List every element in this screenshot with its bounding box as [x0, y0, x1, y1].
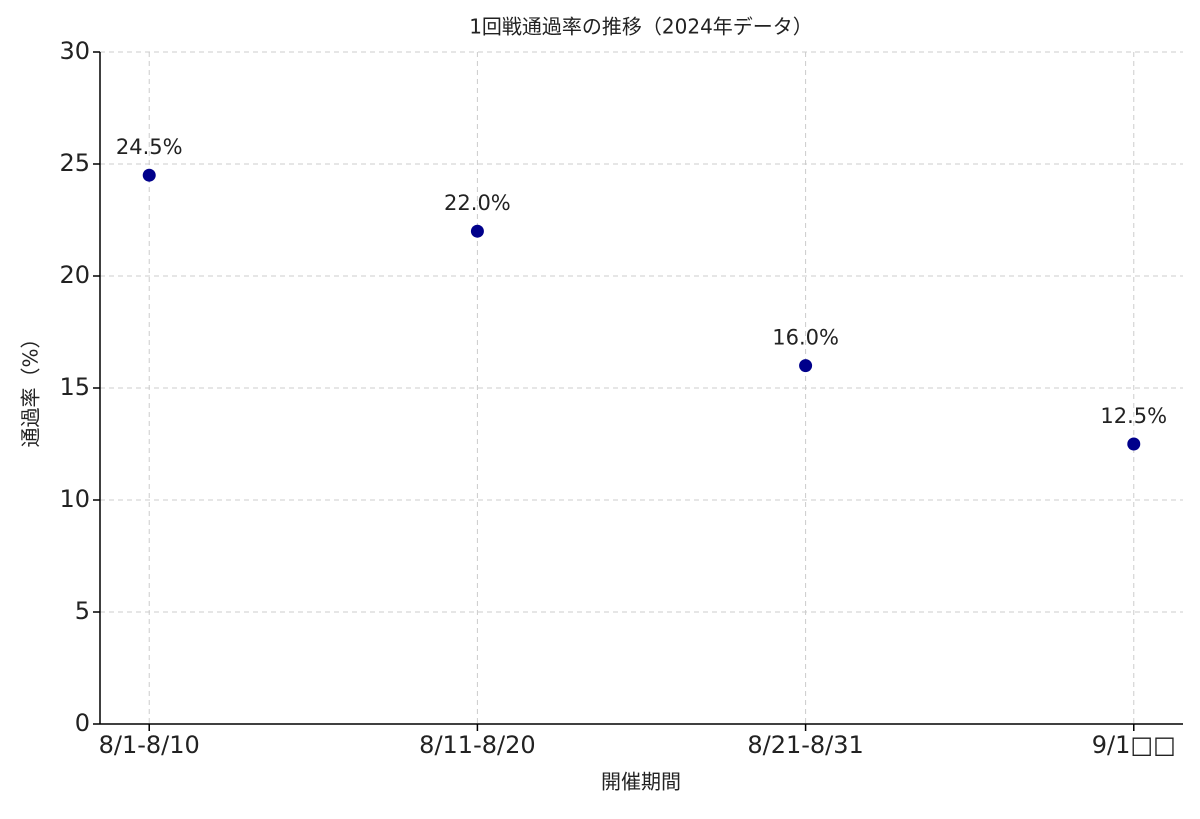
x-tick-label: 8/21-8/31 — [747, 731, 863, 759]
x-tick-label: 8/11-8/20 — [419, 731, 535, 759]
point — [799, 359, 813, 373]
x-axis-label: 開催期間 — [601, 770, 681, 794]
y-axis-label: 通過率（%） — [19, 328, 43, 447]
y-tick-label: 0 — [75, 709, 90, 737]
point — [142, 168, 156, 182]
point — [1127, 437, 1141, 451]
y-tick-label: 5 — [75, 597, 90, 625]
chart-title: 1回戦通過率の推移（2024年データ） — [469, 15, 813, 39]
data-label: 24.5% — [116, 135, 183, 159]
y-tick-label: 10 — [59, 485, 90, 513]
data-label: 22.0% — [444, 191, 511, 215]
data-label: 16.0% — [772, 326, 839, 350]
y-tick-label: 30 — [59, 37, 90, 65]
data-label: 12.5% — [1100, 404, 1167, 428]
y-tick-label: 15 — [59, 373, 90, 401]
y-tick-label: 20 — [59, 261, 90, 289]
x-tick-label: 9/1□□ — [1092, 731, 1176, 759]
point — [470, 224, 484, 238]
x-tick-label: 8/1-8/10 — [99, 731, 200, 759]
y-tick-label: 25 — [59, 149, 90, 177]
